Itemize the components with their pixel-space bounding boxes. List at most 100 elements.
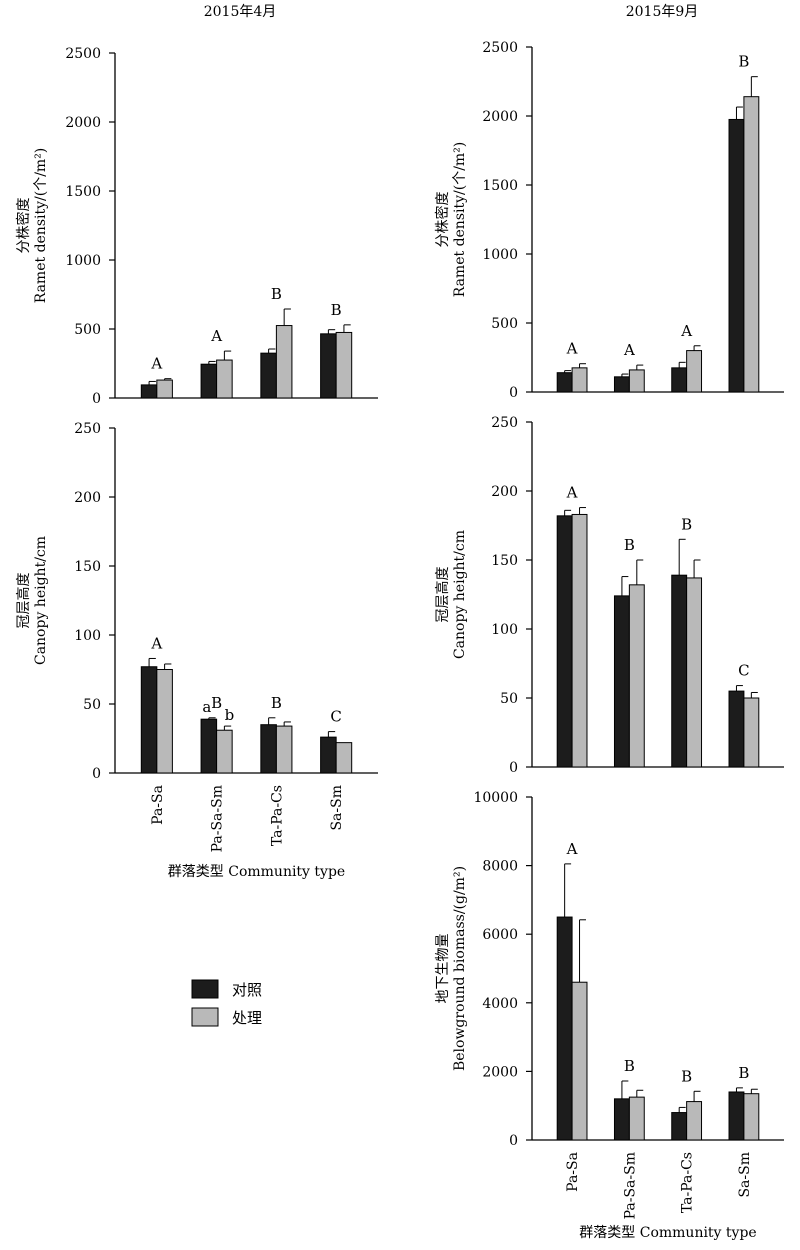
significance-letter: A bbox=[566, 340, 578, 358]
category-label: Sa-Sm bbox=[329, 785, 345, 831]
bar-Ta-Pa-Cs-处理 bbox=[275, 325, 293, 399]
y-axis-label-en: Ramet density/(个/m²) bbox=[33, 148, 49, 304]
bar-Pa-Sa-Sm-对照 bbox=[613, 1098, 630, 1141]
bar-Ta-Pa-Cs-处理 bbox=[275, 725, 293, 774]
category-label: Sa-Sm bbox=[737, 1152, 753, 1198]
y-tick-label: 50 bbox=[83, 697, 101, 713]
legend-label-treatment: 处理 bbox=[232, 1009, 262, 1027]
significance-letter: B bbox=[624, 1057, 635, 1075]
significance-letter: B bbox=[624, 536, 635, 554]
y-tick-label: 500 bbox=[74, 322, 101, 338]
y-tick-label: 2500 bbox=[65, 46, 101, 62]
bar-Ta-Pa-Cs-处理 bbox=[686, 350, 703, 393]
y-tick-label: 150 bbox=[491, 553, 518, 569]
y-tick-label: 200 bbox=[491, 484, 518, 500]
y-tick-label: 0 bbox=[92, 766, 101, 782]
y-tick-label: 0 bbox=[509, 1133, 518, 1149]
legend-swatch-control bbox=[191, 979, 219, 999]
significance-letter: A bbox=[623, 341, 635, 359]
bar-Sa-Sm-处理 bbox=[335, 331, 353, 399]
category-label: Ta-Pa-Cs bbox=[680, 1152, 696, 1213]
series-letter: b bbox=[225, 706, 235, 724]
category-label: Pa-Sa bbox=[150, 785, 166, 825]
bar-Sa-Sm-处理 bbox=[335, 742, 353, 774]
bar-Pa-Sa-处理 bbox=[156, 379, 173, 399]
bar-Pa-Sa-处理 bbox=[571, 513, 588, 768]
significance-letter: A bbox=[566, 840, 578, 858]
category-label: Pa-Sa bbox=[565, 1152, 581, 1192]
y-tick-label: 100 bbox=[74, 628, 101, 644]
bar-Pa-Sa-对照 bbox=[556, 916, 573, 1141]
bar-Pa-Sa-Sm-处理 bbox=[216, 729, 233, 774]
bar-Pa-Sa-Sm-处理 bbox=[216, 359, 233, 399]
bar-Ta-Pa-Cs-对照 bbox=[260, 724, 277, 774]
y-tick-label: 2500 bbox=[482, 40, 518, 56]
y-axis-label-cn: 分株密度 bbox=[15, 198, 32, 254]
bar-Pa-Sa-对照 bbox=[556, 372, 573, 393]
significance-letter: B bbox=[681, 515, 692, 533]
y-axis-label-cn: 地下生物量 bbox=[435, 934, 451, 1004]
bar-Pa-Sa-Sm-对照 bbox=[613, 595, 630, 768]
y-tick-label: 50 bbox=[500, 691, 518, 707]
y-tick-label: 2000 bbox=[482, 1064, 518, 1080]
y-axis-label-cn: 冠层高度 bbox=[15, 573, 32, 629]
bar-Pa-Sa-对照 bbox=[140, 666, 158, 774]
bar-Pa-Sa-Sm-处理 bbox=[628, 1096, 645, 1141]
bar-Pa-Sa-处理 bbox=[156, 669, 173, 774]
y-tick-label: 0 bbox=[92, 391, 101, 407]
y-tick-label: 6000 bbox=[482, 927, 518, 943]
bar-Sa-Sm-处理 bbox=[743, 96, 760, 393]
y-tick-label: 1500 bbox=[65, 184, 101, 200]
panel-september-belowground-biomass: 0 2000 4000 6000 8000 10000 地下生物量 Belowground b… bbox=[435, 790, 784, 1241]
legend-swatch-treatment bbox=[191, 1007, 219, 1027]
bar-Sa-Sm-处理 bbox=[743, 1093, 760, 1141]
panel-september-canopy-height: 0 50 100 150 200 250 冠层高度 Canopy height/cm A B B C bbox=[434, 415, 784, 776]
y-tick-label: 10000 bbox=[473, 790, 518, 806]
category-label: Pa-Sa-Sm bbox=[210, 785, 226, 852]
significance-letter: A bbox=[150, 355, 162, 373]
bar-Pa-Sa-Sm-对照 bbox=[200, 363, 218, 399]
bar-Sa-Sm-对照 bbox=[728, 118, 745, 393]
significance-letter: C bbox=[330, 708, 341, 726]
y-tick-label: 500 bbox=[491, 316, 518, 332]
bar-Pa-Sa-对照 bbox=[556, 515, 573, 768]
bar-Pa-Sa-Sm-处理 bbox=[628, 369, 645, 393]
y-tick-label: 1000 bbox=[65, 253, 101, 269]
y-tick-label: 2000 bbox=[482, 109, 518, 125]
significance-letter: B bbox=[211, 694, 222, 712]
bar-Ta-Pa-Cs-对照 bbox=[671, 367, 688, 393]
x-axis-label: 群落类型 Community type bbox=[168, 864, 345, 880]
significance-letter: B bbox=[738, 1064, 749, 1082]
bar-Sa-Sm-处理 bbox=[743, 697, 760, 768]
legend-label-control: 对照 bbox=[232, 981, 262, 999]
bar-Ta-Pa-Cs-对照 bbox=[671, 574, 688, 768]
bar-Ta-Pa-Cs-对照 bbox=[260, 352, 277, 399]
y-tick-label: 8000 bbox=[482, 859, 518, 875]
significance-letter: A bbox=[566, 484, 578, 502]
significance-letter: B bbox=[271, 285, 282, 303]
significance-letter: A bbox=[150, 634, 162, 652]
bar-Pa-Sa-处理 bbox=[571, 981, 588, 1141]
y-tick-label: 1000 bbox=[482, 247, 518, 263]
column-title-april: 2015年4月 bbox=[204, 4, 277, 20]
y-axis-label-en: Canopy height/cm bbox=[452, 530, 468, 659]
category-label: Ta-Pa-Cs bbox=[269, 785, 285, 846]
y-tick-label: 0 bbox=[509, 760, 518, 776]
bar-Pa-Sa-处理 bbox=[571, 367, 588, 393]
panel-april-canopy-height: 0 50 100 150 200 250 冠层高度 Canopy height/cm A Pa-S… bbox=[15, 421, 378, 880]
y-axis-label-en: Belowground biomass/(g/m²) bbox=[452, 866, 468, 1071]
bar-Sa-Sm-对照 bbox=[320, 736, 337, 774]
bar-Sa-Sm-对照 bbox=[728, 1091, 745, 1141]
bar-Pa-Sa-Sm-对照 bbox=[613, 376, 630, 393]
bar-Sa-Sm-对照 bbox=[728, 690, 745, 768]
bar-Ta-Pa-Cs-对照 bbox=[671, 1112, 688, 1141]
bar-Sa-Sm-对照 bbox=[320, 333, 337, 399]
x-axis-label: 群落类型 Community type bbox=[579, 1225, 756, 1241]
y-tick-label: 2000 bbox=[65, 115, 101, 131]
y-tick-label: 250 bbox=[491, 415, 518, 431]
y-axis-label-cn: 分株密度 bbox=[434, 192, 451, 248]
bar-Ta-Pa-Cs-处理 bbox=[686, 1101, 703, 1141]
